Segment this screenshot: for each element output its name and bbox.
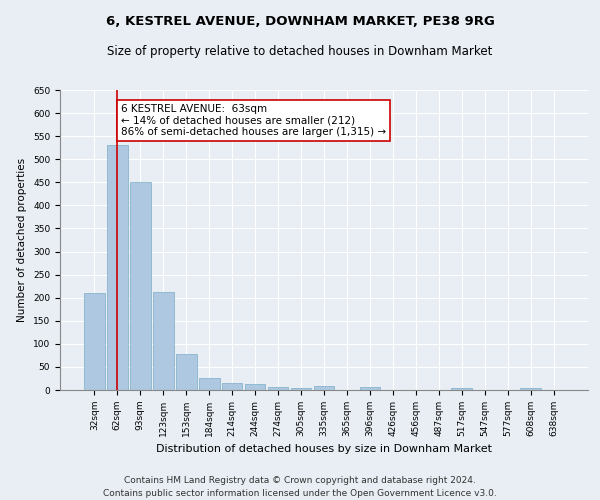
Text: 6 KESTREL AVENUE:  63sqm
← 14% of detached houses are smaller (212)
86% of semi-: 6 KESTREL AVENUE: 63sqm ← 14% of detache… xyxy=(121,104,386,137)
Bar xyxy=(268,387,289,390)
Bar xyxy=(107,146,128,390)
Bar xyxy=(199,378,220,390)
Bar xyxy=(290,388,311,390)
Bar xyxy=(222,383,242,390)
Bar xyxy=(359,387,380,390)
Bar xyxy=(176,354,197,390)
Bar xyxy=(153,292,173,390)
Bar xyxy=(84,293,104,390)
Bar xyxy=(245,384,265,390)
Bar xyxy=(520,388,541,390)
Text: Size of property relative to detached houses in Downham Market: Size of property relative to detached ho… xyxy=(107,45,493,58)
X-axis label: Distribution of detached houses by size in Downham Market: Distribution of detached houses by size … xyxy=(156,444,492,454)
Y-axis label: Number of detached properties: Number of detached properties xyxy=(17,158,28,322)
Text: Contains HM Land Registry data © Crown copyright and database right 2024.
Contai: Contains HM Land Registry data © Crown c… xyxy=(103,476,497,498)
Bar xyxy=(130,182,151,390)
Bar xyxy=(314,386,334,390)
Bar xyxy=(451,388,472,390)
Text: 6, KESTREL AVENUE, DOWNHAM MARKET, PE38 9RG: 6, KESTREL AVENUE, DOWNHAM MARKET, PE38 … xyxy=(106,15,494,28)
